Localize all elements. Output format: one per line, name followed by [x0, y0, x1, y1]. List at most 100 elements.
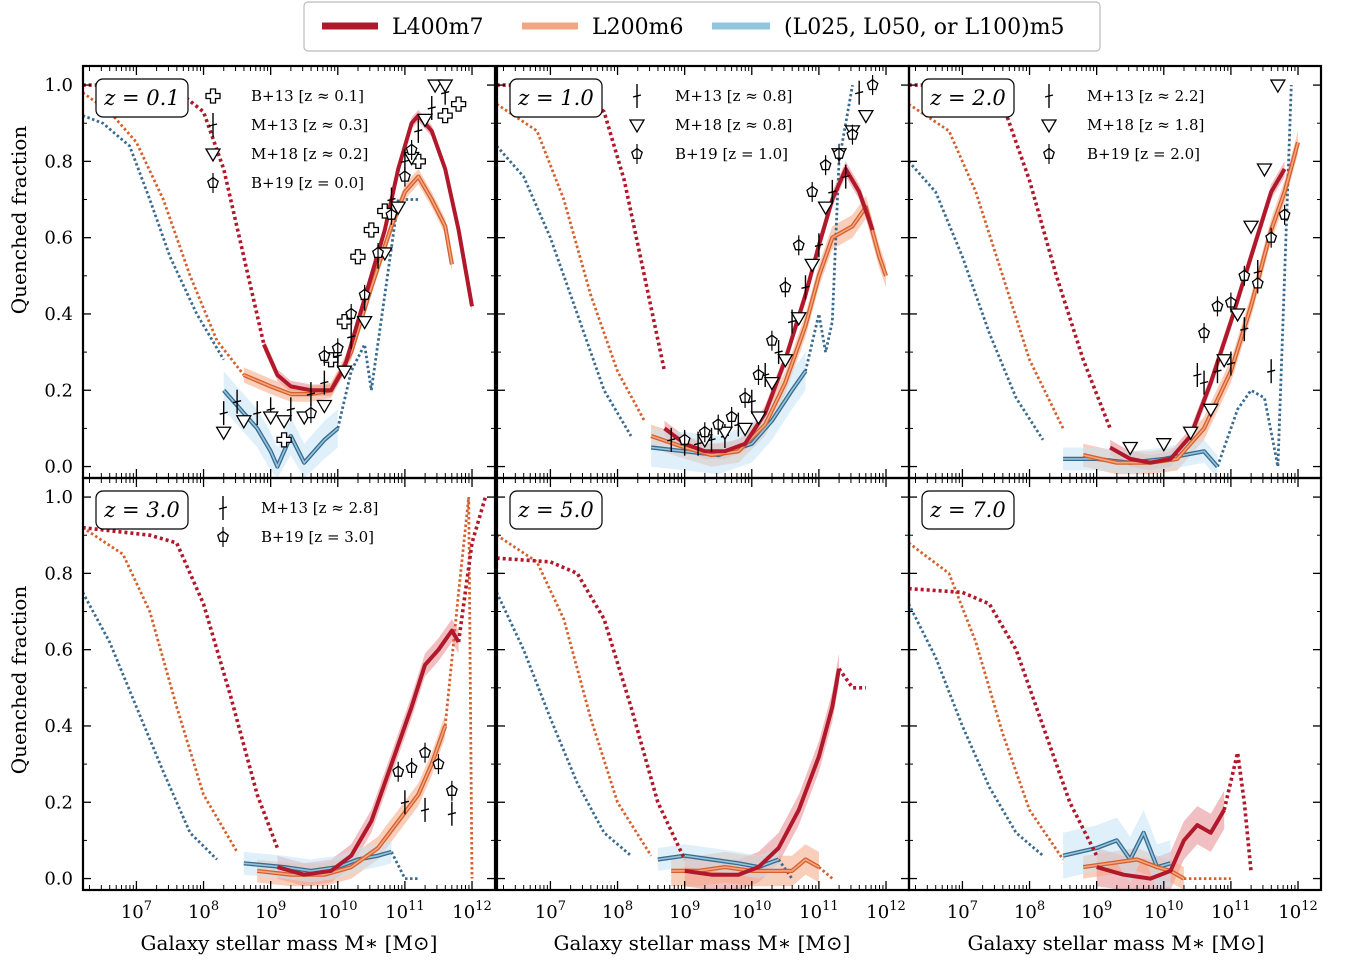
legend-label-L400m7: L400m7 [392, 15, 483, 40]
xtick-label: 1012 [1278, 899, 1317, 923]
obs-legend-label: B+19 [z = 1.0] [675, 145, 788, 163]
xtick-label: 1010 [732, 899, 771, 923]
panel-6: 107 108 109 1010 1011 1012z = 7.0 [909, 478, 1321, 923]
series-L400m7-line [665, 169, 873, 451]
series-L200m6-dashed [83, 528, 237, 852]
xtick-label: 1011 [1211, 899, 1250, 923]
xtick-label: 107 [947, 899, 978, 923]
ytick-label: 1.0 [44, 487, 73, 508]
series-L400m7-dashed2 [1224, 753, 1251, 871]
series-L400m7-dashed [497, 558, 685, 859]
obs-marker-tick [320, 382, 328, 384]
obs-legend-label: M+18 [z ≈ 0.2] [251, 145, 368, 163]
series-L400m7-line [1110, 169, 1285, 463]
series-L200m6-line [1083, 142, 1298, 462]
obs-legend-label: B+19 [z = 2.0] [1087, 145, 1200, 163]
obs-marker-tick [219, 507, 227, 509]
obs-marker-tick [414, 130, 422, 132]
ytick-label: 0.4 [44, 304, 73, 325]
ytick-label: 0.0 [44, 457, 73, 478]
obs-marker-triangle [1042, 120, 1056, 132]
obs-marker-tick [387, 199, 395, 201]
series-L200m6-dashed [909, 104, 1063, 428]
ytick-label: 1.0 [44, 75, 73, 96]
redshift-text: z = 5.0 [517, 498, 593, 522]
ylabel-bottom: Quenched fraction [7, 586, 31, 775]
redshift-text: z = 7.0 [929, 498, 1005, 522]
obs-marker-tick [220, 412, 228, 414]
series-m5-dashed [497, 592, 631, 855]
xtick-label: 1011 [385, 899, 424, 923]
obs-legend-label: M+18 [z ≈ 1.8] [1087, 116, 1204, 134]
obs-marker-tick [287, 408, 295, 410]
obs-marker-plus [438, 109, 452, 123]
xtick-label: 108 [602, 899, 633, 923]
xtick-label: 108 [188, 899, 219, 923]
obs-marker-plus [206, 89, 220, 103]
xlabel-right: Galaxy stellar mass M∗ [M⊙] [968, 931, 1265, 955]
series-L400m7-dashed [83, 85, 264, 344]
plot-area [497, 535, 866, 890]
xtick-label: 107 [535, 899, 566, 923]
obs-marker-triangle [317, 401, 331, 413]
series-m5-dashed [497, 146, 631, 436]
band-L200m6 [1083, 131, 1298, 474]
obs-marker-triangle [1257, 164, 1271, 176]
obs-marker-tick [1045, 95, 1053, 97]
series-L400m7-dashed [83, 528, 278, 848]
obs-marker-tick [1193, 374, 1201, 376]
obs-legend-label: B+19 [z = 0.0] [251, 174, 364, 192]
series-m5-dashed [83, 592, 217, 859]
obs-marker-triangle [1244, 221, 1258, 233]
plot-area [83, 497, 486, 886]
panels: 0.00.20.40.60.81.0z = 0.1 B+13 [z ≈ 0.1]M… [44, 66, 1321, 923]
redshift-text: z = 1.0 [517, 86, 593, 110]
obs-legend-label: B+13 [z ≈ 0.1] [251, 87, 364, 105]
panel-frame [497, 478, 909, 890]
panel-1: 0.00.20.40.60.81.0z = 0.1 B+13 [z ≈ 0.1]M… [44, 66, 495, 478]
series-L400m7-dashed2 [839, 669, 866, 688]
legend: L400m7 L200m6 (L025, L050, or L100)m5 [304, 2, 1100, 51]
obs-marker-tick [428, 107, 436, 109]
obs-marker-plus [351, 250, 365, 264]
panel-4: 0.00.20.40.60.81.0107 108 109 1010 1011 1012z… [44, 478, 495, 923]
series-m5-dashed [83, 116, 224, 360]
plot-area [909, 80, 1298, 478]
xtick-label: 1010 [1144, 899, 1183, 923]
redshift-label: z = 7.0 [922, 491, 1014, 529]
obs-legend-label: M+13 [z ≈ 0.8] [675, 87, 792, 105]
series-m5-dashed [909, 161, 1043, 440]
redshift-label: z = 5.0 [510, 491, 602, 529]
series-L200m6-dashed [909, 543, 1063, 860]
ytick-label: 0.2 [44, 380, 73, 401]
redshift-text: z = 3.0 [103, 498, 179, 522]
xtick-label: 1010 [318, 899, 357, 923]
series-L200m6-dashed [497, 104, 645, 421]
obs-marker-triangle [438, 80, 452, 92]
obs-marker-triangle [859, 111, 873, 123]
obs-legend-label: M+18 [z ≈ 0.8] [675, 116, 792, 134]
obs-marker-tick [421, 809, 429, 811]
obs-marker-tick [1267, 370, 1275, 372]
obs-marker-triangle [217, 427, 231, 439]
obs-marker-tick [815, 244, 823, 246]
series-L400m7-dashed [909, 85, 1110, 428]
obs-marker-triangle [805, 259, 819, 271]
series-L200m6-dashed2 [445, 497, 472, 878]
ytick-label: 0.0 [44, 869, 73, 890]
xtick-label: 1011 [799, 899, 838, 923]
panel-2: z = 1.0 M+13 [z ≈ 0.8] M+18 [z ≈ 0.8] B+19 … [497, 66, 909, 478]
series-L400m7-dashed [909, 589, 1097, 856]
obs-marker-tick [267, 408, 275, 410]
series-m5-dashed [909, 604, 1043, 856]
ytick-label: 0.8 [44, 563, 73, 584]
series-m5-dashed2 [392, 852, 419, 879]
ylabel-top: Quenched fraction [7, 126, 31, 315]
redshift-label: z = 2.0 [922, 79, 1014, 117]
series-L200m6-line-inner [1083, 142, 1298, 462]
obs-legend-label: M+13 [z ≈ 2.8] [261, 499, 378, 517]
xtick-label: 109 [1081, 899, 1112, 923]
legend-label-L200m6: L200m6 [592, 15, 683, 40]
plot-area [909, 543, 1251, 890]
